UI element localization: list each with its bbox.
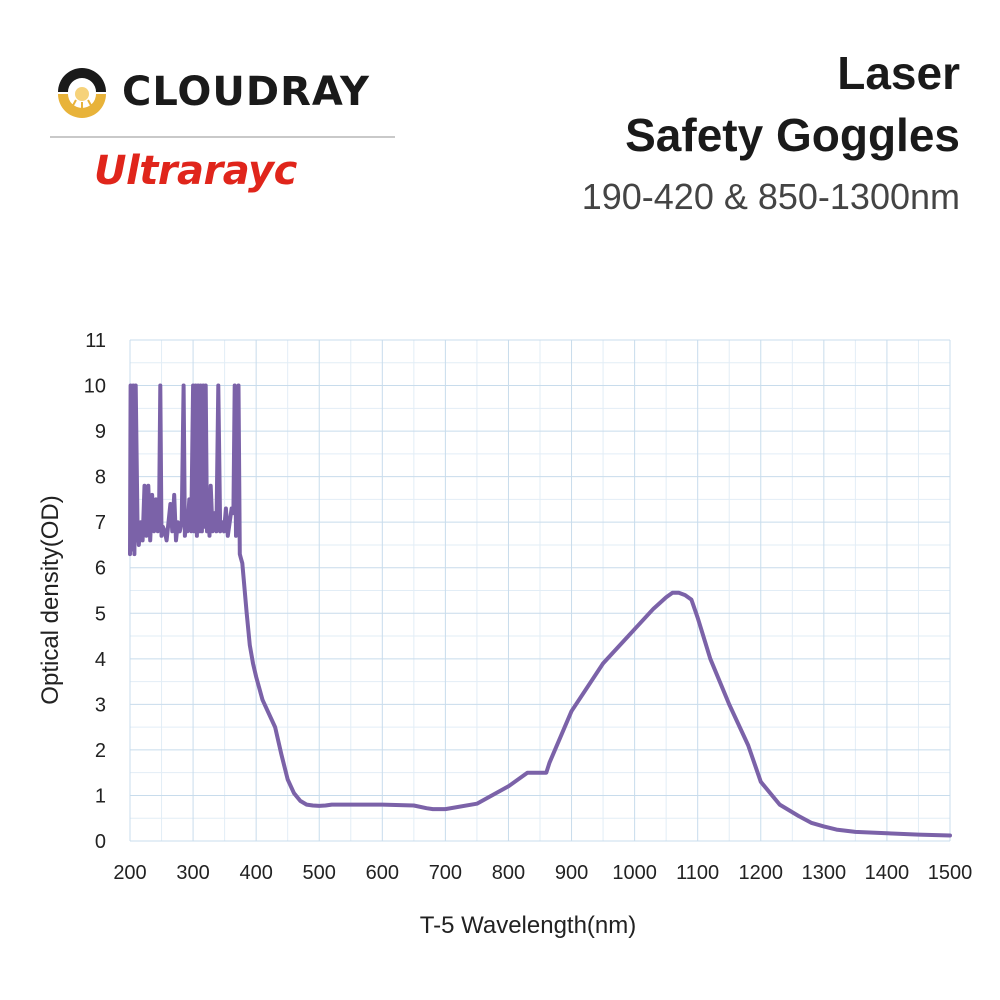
x-tick-label: 700 <box>429 862 462 884</box>
x-axis-label: T-5 Wavelength(nm) <box>420 912 637 939</box>
brand-block: CLOUDRAY Ultrarayc <box>50 60 400 194</box>
series-line-0 <box>128 383 952 838</box>
chart-ticks: 200 300 400 500 600 700 800 900 1000 1100 1200 1300… <box>84 330 973 884</box>
cloudray-logo: CLOUDRAY <box>50 60 400 124</box>
y-tick-label: 9 <box>95 421 106 443</box>
page-title-line2: Safety Goggles <box>625 109 960 161</box>
x-tick-label: 1500 <box>928 862 973 884</box>
x-tick-label: 300 <box>176 862 209 884</box>
x-tick-label: 1400 <box>865 862 910 884</box>
y-tick-label: 5 <box>95 603 106 625</box>
x-tick-label: 900 <box>555 862 588 884</box>
y-tick-label: 8 <box>95 467 106 489</box>
page-title-line1: Laser <box>837 47 960 99</box>
x-tick-label: 200 <box>113 862 146 884</box>
y-tick-label: 7 <box>95 512 106 534</box>
chart-grid <box>129 339 951 842</box>
y-tick-label: 0 <box>95 831 106 853</box>
chart-series <box>128 383 952 838</box>
y-tick-label: 1 <box>95 785 106 807</box>
ultrarayc-wordmark: Ultrarayc <box>94 148 297 194</box>
brand-divider <box>50 136 395 138</box>
y-tick-label: 11 <box>85 330 106 352</box>
y-tick-label: 10 <box>84 376 106 398</box>
x-tick-label: 1200 <box>739 862 784 884</box>
y-tick-label: 4 <box>95 649 106 671</box>
x-tick-label: 1000 <box>612 862 657 884</box>
product-header: Laser Safety Goggles 190-420 & 850-1300n… <box>582 42 960 218</box>
od-chart: 200 300 400 500 600 700 800 900 1000 1100 1200 1300… <box>37 330 973 939</box>
y-axis-label: Optical density(OD) <box>37 495 64 704</box>
x-tick-label: 800 <box>492 862 525 884</box>
x-tick-label: 400 <box>239 862 272 884</box>
y-tick-label: 6 <box>95 558 106 580</box>
cloudray-mark-icon <box>58 68 106 118</box>
page-subtitle: 190-420 & 850-1300nm <box>581 176 960 217</box>
x-tick-label: 500 <box>303 862 336 884</box>
x-tick-label: 600 <box>366 862 399 884</box>
x-tick-label: 1100 <box>676 862 719 884</box>
cloudray-wordmark: CLOUDRAY <box>122 69 370 115</box>
y-tick-label: 3 <box>95 694 106 716</box>
y-tick-label: 2 <box>95 740 106 762</box>
x-tick-label: 1300 <box>802 862 847 884</box>
